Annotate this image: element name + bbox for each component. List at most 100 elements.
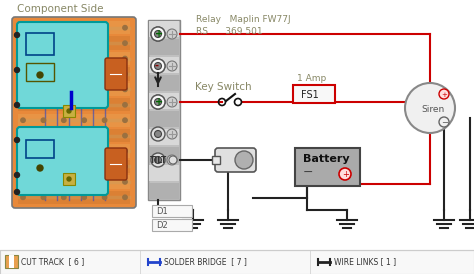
Bar: [149, 183, 179, 199]
Circle shape: [62, 25, 66, 30]
Circle shape: [82, 195, 86, 199]
Circle shape: [167, 129, 177, 139]
Bar: [26, 33, 54, 55]
Circle shape: [155, 130, 162, 138]
Circle shape: [21, 72, 25, 76]
Circle shape: [21, 180, 25, 184]
Bar: [18, 36, 130, 50]
Bar: [149, 57, 179, 73]
Circle shape: [82, 102, 86, 107]
Bar: [149, 39, 179, 55]
Circle shape: [82, 25, 86, 30]
Circle shape: [123, 25, 127, 30]
Circle shape: [41, 41, 46, 45]
Circle shape: [82, 180, 86, 184]
Bar: [9, 255, 14, 268]
Circle shape: [123, 87, 127, 92]
Circle shape: [62, 56, 66, 61]
Bar: [26, 63, 54, 81]
FancyBboxPatch shape: [105, 148, 127, 180]
Text: TILT: TILT: [150, 156, 167, 165]
Circle shape: [151, 127, 165, 141]
Circle shape: [169, 156, 177, 164]
Circle shape: [151, 27, 165, 41]
Circle shape: [102, 180, 107, 184]
Bar: [18, 144, 130, 158]
Circle shape: [123, 118, 127, 122]
Bar: [149, 111, 179, 127]
Text: FS1: FS1: [301, 90, 319, 100]
Circle shape: [82, 56, 86, 61]
Circle shape: [62, 133, 66, 138]
FancyBboxPatch shape: [105, 58, 127, 90]
Text: RS      369 501: RS 369 501: [196, 27, 263, 36]
Bar: [149, 129, 179, 145]
Circle shape: [67, 109, 71, 113]
Text: Key Switch: Key Switch: [195, 82, 252, 92]
Bar: [63, 105, 75, 117]
Circle shape: [41, 72, 46, 76]
Circle shape: [123, 164, 127, 169]
Circle shape: [82, 164, 86, 169]
Circle shape: [21, 149, 25, 153]
Circle shape: [102, 195, 107, 199]
Circle shape: [235, 151, 253, 169]
Circle shape: [21, 102, 25, 107]
Bar: [26, 140, 54, 158]
Bar: [149, 165, 179, 181]
Text: Relay   Maplin FW77J: Relay Maplin FW77J: [196, 15, 291, 24]
Circle shape: [155, 30, 162, 38]
Circle shape: [167, 97, 177, 107]
Circle shape: [123, 133, 127, 138]
Circle shape: [151, 27, 165, 41]
Circle shape: [151, 153, 165, 167]
Circle shape: [21, 195, 25, 199]
Circle shape: [62, 180, 66, 184]
Text: Component Side: Component Side: [17, 4, 103, 14]
Text: -: -: [155, 61, 159, 71]
Text: D1: D1: [156, 207, 168, 216]
Circle shape: [102, 87, 107, 92]
Bar: [18, 21, 130, 35]
Circle shape: [82, 149, 86, 153]
Circle shape: [62, 118, 66, 122]
Text: Battery: Battery: [303, 154, 350, 164]
Circle shape: [102, 72, 107, 76]
Circle shape: [62, 41, 66, 45]
Bar: [18, 67, 130, 81]
Bar: [63, 173, 75, 185]
Circle shape: [167, 61, 177, 71]
Text: CUT TRACK  [ 6 ]: CUT TRACK [ 6 ]: [21, 257, 84, 266]
Circle shape: [41, 164, 46, 169]
Bar: [152, 219, 192, 231]
Circle shape: [155, 156, 162, 164]
Circle shape: [123, 102, 127, 107]
Text: 1 Amp: 1 Amp: [297, 74, 326, 83]
Bar: [18, 98, 130, 112]
Circle shape: [102, 41, 107, 45]
Circle shape: [123, 180, 127, 184]
Bar: [295, 148, 360, 186]
Bar: [149, 147, 179, 163]
Circle shape: [151, 59, 165, 73]
Circle shape: [21, 25, 25, 30]
Circle shape: [21, 41, 25, 45]
Circle shape: [21, 56, 25, 61]
Circle shape: [123, 195, 127, 199]
Circle shape: [41, 180, 46, 184]
Text: D2: D2: [156, 221, 168, 230]
Text: −: −: [303, 166, 313, 179]
Circle shape: [21, 133, 25, 138]
Circle shape: [62, 149, 66, 153]
Text: −: −: [441, 118, 448, 127]
Bar: [18, 113, 130, 127]
Bar: [149, 93, 179, 109]
Circle shape: [102, 56, 107, 61]
Circle shape: [62, 102, 66, 107]
Circle shape: [405, 83, 455, 133]
Circle shape: [155, 98, 162, 105]
Circle shape: [167, 29, 177, 39]
Bar: [18, 191, 130, 204]
Text: +: +: [441, 92, 447, 98]
Circle shape: [21, 118, 25, 122]
